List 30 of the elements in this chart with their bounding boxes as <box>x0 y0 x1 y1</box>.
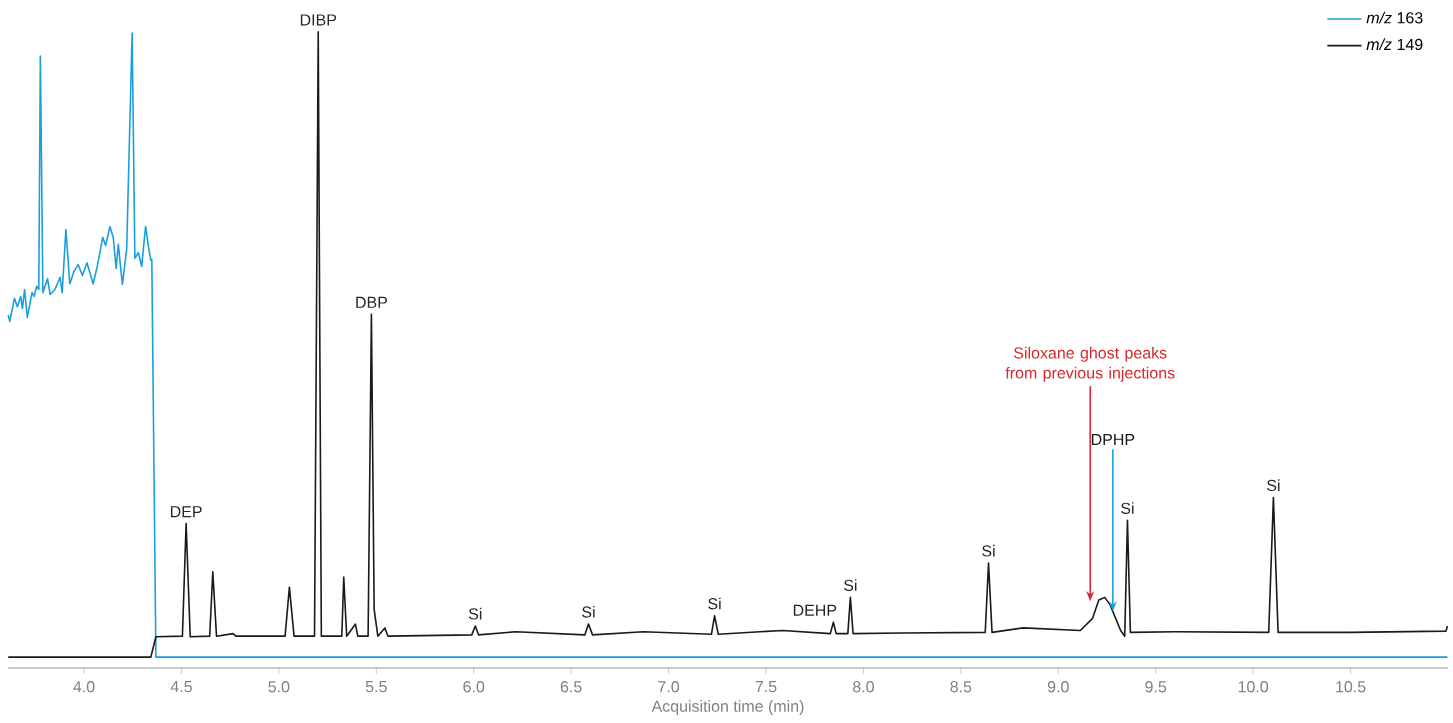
x-tick-label: 9.0 <box>1047 681 1069 693</box>
x-tick-label: 4.5 <box>170 681 192 693</box>
x-axis-title: Acquisition time (min) <box>651 700 804 716</box>
annotation: Si <box>1267 479 1280 492</box>
x-tick-label: 5.5 <box>365 681 387 693</box>
annotation: Siloxane ghost peaks from previous injections <box>1005 346 1175 382</box>
x-tick-label: 8.0 <box>853 681 874 693</box>
legend-label: m/z 149 <box>1366 38 1423 51</box>
annotation: Si <box>1121 502 1134 514</box>
annotation: Si <box>843 579 857 591</box>
x-tick-label: 8.5 <box>950 681 972 693</box>
x-tick-label: 6.5 <box>560 681 582 693</box>
annotation: DPHP <box>1091 433 1135 445</box>
x-tick-label: 10.5 <box>1336 681 1366 693</box>
annotation: Si <box>582 605 595 618</box>
annotation: Si <box>468 607 482 620</box>
x-tick-label: 9.5 <box>1145 681 1167 693</box>
x-tick-label: 5.0 <box>268 681 290 693</box>
annotation: DEP <box>170 506 202 518</box>
annotation: Si <box>982 544 995 557</box>
x-tick-label: 7.0 <box>658 681 680 693</box>
annotation: DEHP <box>793 604 837 616</box>
annotation: DIBP <box>300 14 337 26</box>
x-tick-label: 10.0 <box>1238 681 1269 693</box>
x-tick-label: 7.5 <box>755 681 777 693</box>
legend-label: m/z 163 <box>1366 11 1423 24</box>
annotation: Si <box>708 597 721 610</box>
annotation: DBP <box>356 296 388 308</box>
x-tick-label: 6.0 <box>463 681 485 693</box>
x-tick-label: 4.0 <box>73 681 95 693</box>
